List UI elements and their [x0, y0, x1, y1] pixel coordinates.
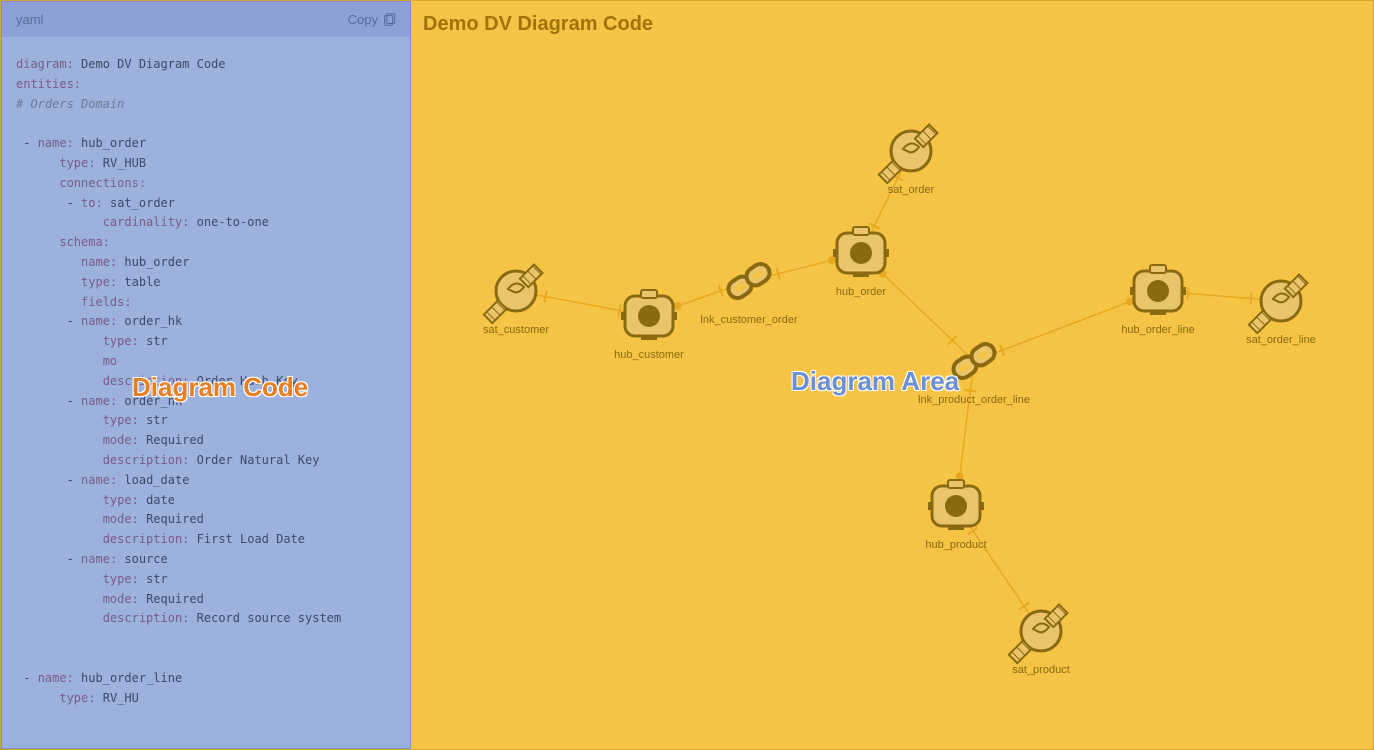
node-sat_order_line[interactable]: sat_order_line — [1246, 275, 1316, 346]
node-sat_customer[interactable]: sat_customer — [483, 265, 549, 336]
edge-tick — [1251, 293, 1252, 305]
edge-dot — [673, 302, 681, 310]
diagram-canvas[interactable]: sat_customer hub_customer lnk_customer_ord… — [411, 1, 1373, 749]
copy-button[interactable]: Copy — [348, 12, 396, 27]
node-label: lnk_customer_order — [700, 314, 798, 326]
edge-tick — [869, 223, 880, 228]
edge-tick — [1187, 287, 1188, 299]
edge-tick — [777, 268, 780, 280]
copy-label: Copy — [348, 12, 378, 27]
node-hub_product[interactable]: hub_product — [925, 480, 986, 551]
copy-icon — [382, 13, 396, 27]
node-lnk_product_order_line[interactable]: lnk_product_order_line — [918, 340, 1030, 406]
node-label: sat_product — [1012, 664, 1069, 676]
edge-tick — [1019, 603, 1029, 610]
node-label: sat_order_line — [1246, 334, 1316, 346]
code-header: yaml Copy — [2, 2, 410, 37]
node-sat_product[interactable]: sat_product — [1009, 605, 1070, 676]
edge-tick — [968, 527, 978, 534]
node-label: lnk_product_order_line — [918, 394, 1030, 406]
edge-dot — [828, 256, 836, 264]
edge-tick — [544, 291, 546, 303]
node-label: hub_order_line — [1121, 324, 1194, 336]
node-hub_customer[interactable]: hub_customer — [614, 290, 684, 361]
node-label: sat_customer — [483, 324, 549, 336]
node-label: hub_customer — [614, 349, 684, 361]
diagram-panel: Demo DV Diagram Code sat_customerhub_cus… — [411, 1, 1373, 749]
node-label: hub_order — [836, 286, 886, 298]
node-label: hub_product — [925, 539, 986, 551]
code-lang-label: yaml — [16, 12, 43, 27]
edge-tick — [964, 390, 976, 391]
node-label: sat_order — [888, 184, 935, 196]
node-hub_order[interactable]: hub_order — [833, 227, 889, 298]
node-sat_order[interactable]: sat_order — [879, 125, 938, 196]
app-container: yaml Copy diagram: Demo DV Diagram Code … — [0, 0, 1374, 750]
code-body: diagram: Demo DV Diagram Code entities: … — [2, 37, 410, 726]
code-panel: yaml Copy diagram: Demo DV Diagram Code … — [1, 1, 411, 749]
edge-tick — [618, 305, 620, 317]
